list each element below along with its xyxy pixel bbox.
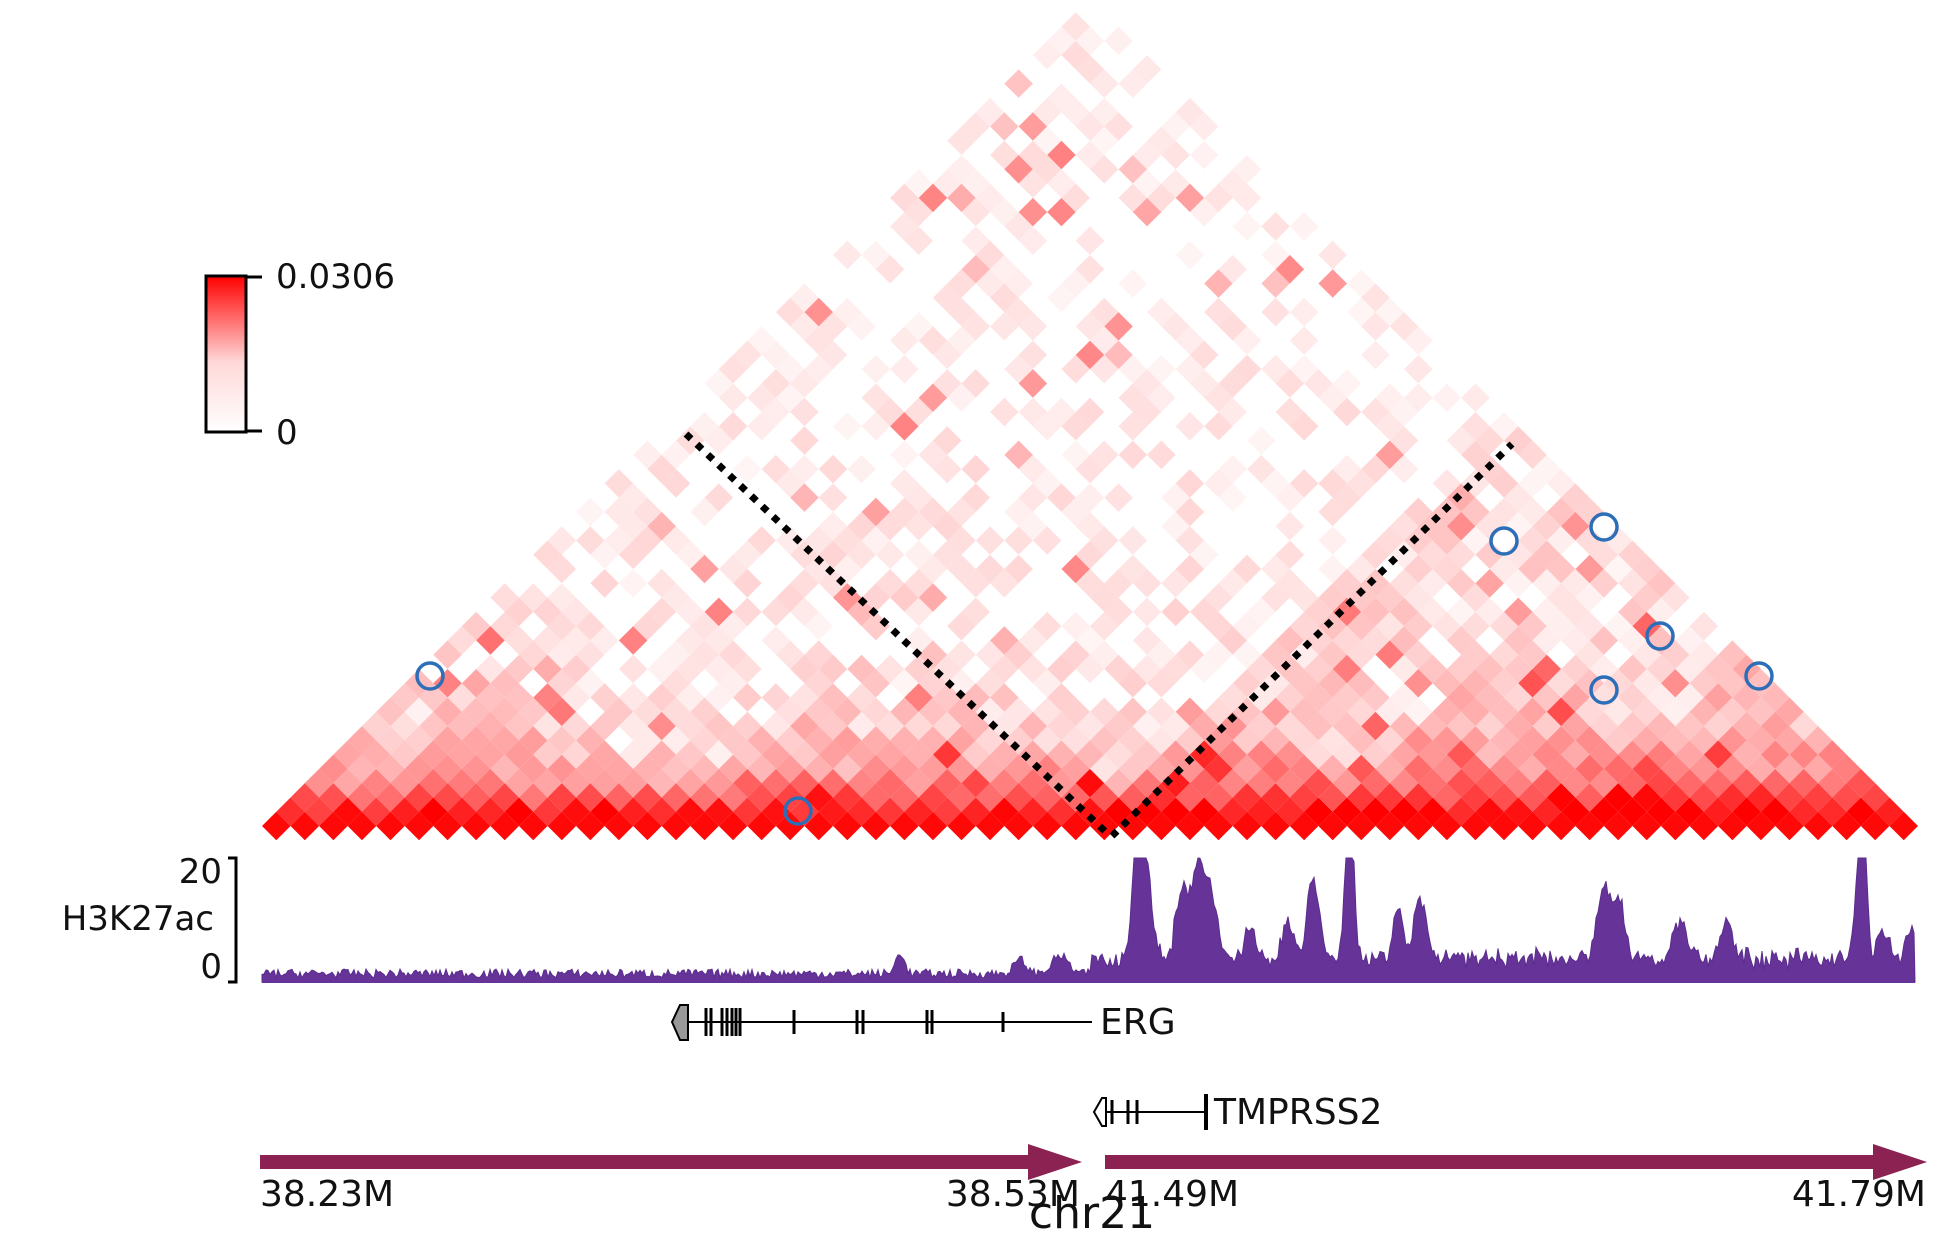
erg-start-arrow-icon (670, 1004, 689, 1041)
track-scale-bracket (228, 856, 238, 984)
gene-label-erg: ERG (1100, 1002, 1176, 1043)
gene-track: ERG TMPRSS2 (670, 1002, 1382, 1133)
gene-label-tmprss2: TMPRSS2 (1213, 1092, 1382, 1133)
hic-contact-triangle (262, 12, 1918, 841)
track-ymin-label: 0 (200, 947, 222, 987)
colorbar-gradient (204, 274, 248, 434)
gene-tmprss2: TMPRSS2 (1092, 1092, 1382, 1133)
tad-boundary-lines (683, 431, 1515, 839)
axis-seg2-end: 41.79M (1792, 1174, 1926, 1215)
track-label: H3K27ac (62, 899, 214, 939)
chromosome-label: chr21 (1029, 1188, 1155, 1239)
gene-erg: ERG (670, 1002, 1176, 1043)
track-ymax-label: 20 (179, 852, 222, 892)
colorbar-max-label: 0.0306 (276, 257, 395, 297)
axis-seg1-start: 38.23M (260, 1174, 394, 1215)
h3k27ac-track: 20 H3K27ac 0 (62, 852, 1916, 987)
h3k27ac-signal-area (261, 857, 1916, 983)
axis-seg2-start: 41.49M (1105, 1174, 1239, 1215)
genome-axis: 38.23M 38.53M 41.49M 41.79M chr21 (260, 1144, 1927, 1239)
axis-seg1-end: 38.53M (946, 1174, 1080, 1215)
axis-arrow-icon (1873, 1144, 1927, 1180)
loop-markers (415, 512, 1774, 826)
axis-arrow-icon (1028, 1144, 1082, 1180)
tmprss2-start-arrow-icon (1092, 1097, 1107, 1127)
colorbar-min-label: 0 (276, 413, 298, 453)
colorbar: 0.0306 0 (204, 257, 395, 453)
